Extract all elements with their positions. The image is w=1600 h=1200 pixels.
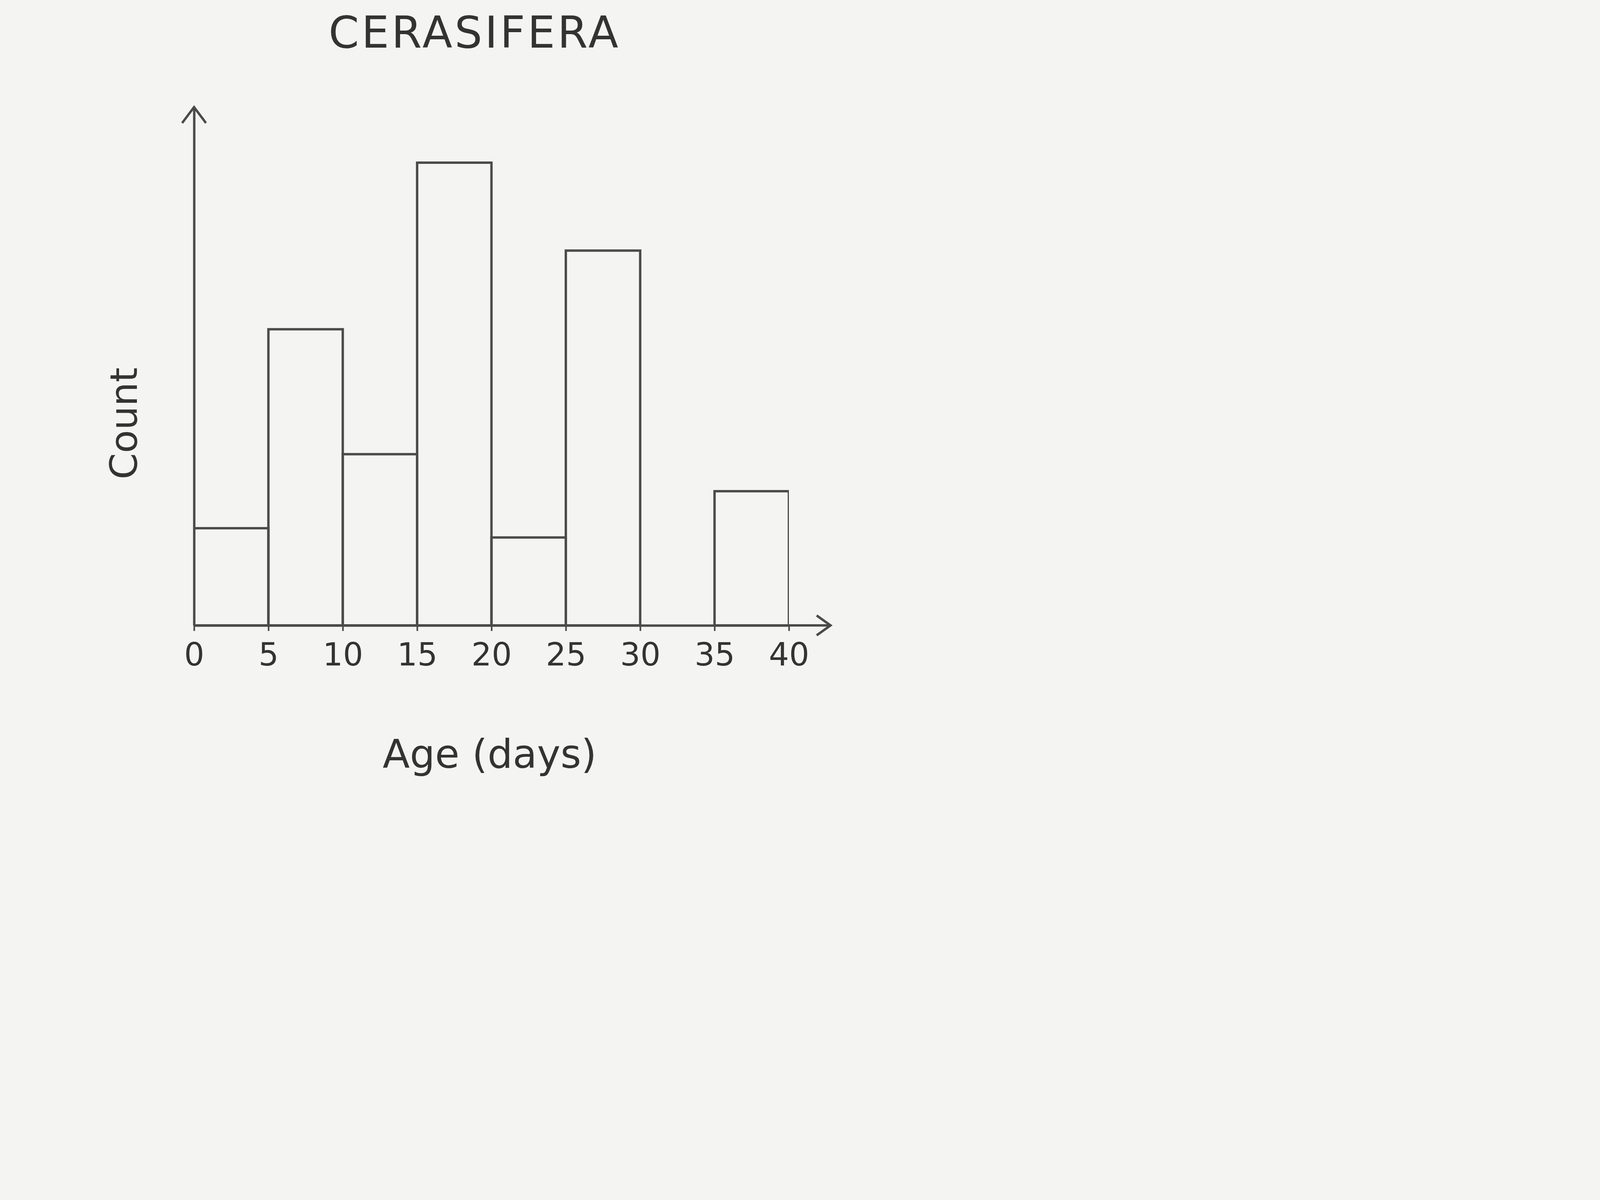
x-arrow — [788, 615, 831, 636]
x-tick-label: 20 — [471, 636, 512, 674]
y-axis-title: Count — [101, 367, 146, 480]
bar — [714, 491, 789, 626]
x-tick: 15 — [397, 625, 438, 674]
x-tick: 30 — [620, 625, 661, 674]
x-tick-mark — [565, 625, 567, 631]
axis-arrows — [182, 107, 831, 636]
x-tick-label: 30 — [620, 636, 661, 674]
bar — [268, 329, 343, 626]
x-tick-label: 35 — [694, 636, 735, 674]
x-tick-label: 5 — [258, 636, 279, 674]
x-tick-mark — [342, 625, 344, 631]
bar — [417, 162, 492, 626]
x-tick-mark — [267, 625, 270, 631]
x-tick-mark — [713, 625, 716, 631]
x-tick-label: 10 — [322, 636, 364, 674]
x-tick-mark — [193, 625, 196, 631]
x-tick: 40 — [769, 625, 810, 674]
x-tick: 35 — [694, 625, 735, 674]
chart: 0 5 10 15 20 25 30 35 40 CERASIFERA Age (days) Coun… — [0, 0, 1600, 1200]
x-tick-mark — [639, 625, 642, 631]
x-tick: 25 — [545, 625, 587, 674]
y-arrow — [182, 107, 206, 124]
x-tick: 10 — [322, 625, 364, 674]
x-tick-label: 15 — [397, 636, 438, 674]
bar — [565, 250, 641, 626]
y-axis-line — [193, 107, 196, 626]
x-tick-mark — [416, 625, 419, 631]
y-axis — [194, 107, 195, 626]
bars — [194, 162, 789, 626]
x-tick-mark — [490, 625, 493, 631]
x-tick-label: 25 — [545, 636, 587, 674]
x-tick: 5 — [258, 625, 279, 674]
x-tick-label: 40 — [769, 636, 810, 674]
bar — [491, 537, 566, 626]
bar — [194, 528, 269, 626]
x-tick: 0 — [184, 625, 205, 674]
title: CERASIFERA — [328, 7, 621, 58]
bar — [342, 454, 418, 626]
x-tick: 20 — [471, 625, 512, 674]
x-axis: 0 5 10 15 20 25 30 35 40 — [184, 625, 810, 674]
x-axis-title: Age (days) — [382, 730, 597, 778]
x-tick-label: 0 — [184, 636, 205, 674]
